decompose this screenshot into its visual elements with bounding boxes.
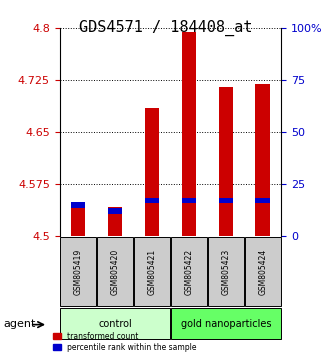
Text: GSM805419: GSM805419 [73,249,82,295]
Text: GSM805422: GSM805422 [184,249,193,295]
Text: GSM805424: GSM805424 [259,249,267,295]
FancyBboxPatch shape [97,238,133,306]
Text: gold nanoparticles: gold nanoparticles [181,319,271,329]
FancyBboxPatch shape [245,238,281,306]
Bar [181,198,196,204]
FancyBboxPatch shape [60,308,170,339]
Text: control: control [98,319,132,329]
FancyBboxPatch shape [134,238,170,306]
Bar [256,84,270,236]
Text: agent: agent [3,319,36,329]
FancyBboxPatch shape [171,238,207,306]
Bar [108,208,122,214]
Text: GSM805421: GSM805421 [148,249,157,295]
Legend: transformed count, percentile rank within the sample: transformed count, percentile rank withi… [54,332,197,352]
Bar [71,205,85,236]
Bar [71,202,85,207]
FancyBboxPatch shape [60,238,96,306]
FancyBboxPatch shape [171,308,281,339]
Text: GSM805420: GSM805420 [111,249,119,295]
Bar [256,198,270,204]
Bar [145,198,160,204]
FancyBboxPatch shape [208,238,244,306]
Bar [108,207,122,236]
Bar [218,198,233,204]
Text: GDS4571 / 184408_at: GDS4571 / 184408_at [79,19,252,36]
Bar [181,32,196,236]
Text: GSM805423: GSM805423 [221,249,230,295]
Bar [218,87,233,236]
Bar [145,108,160,236]
